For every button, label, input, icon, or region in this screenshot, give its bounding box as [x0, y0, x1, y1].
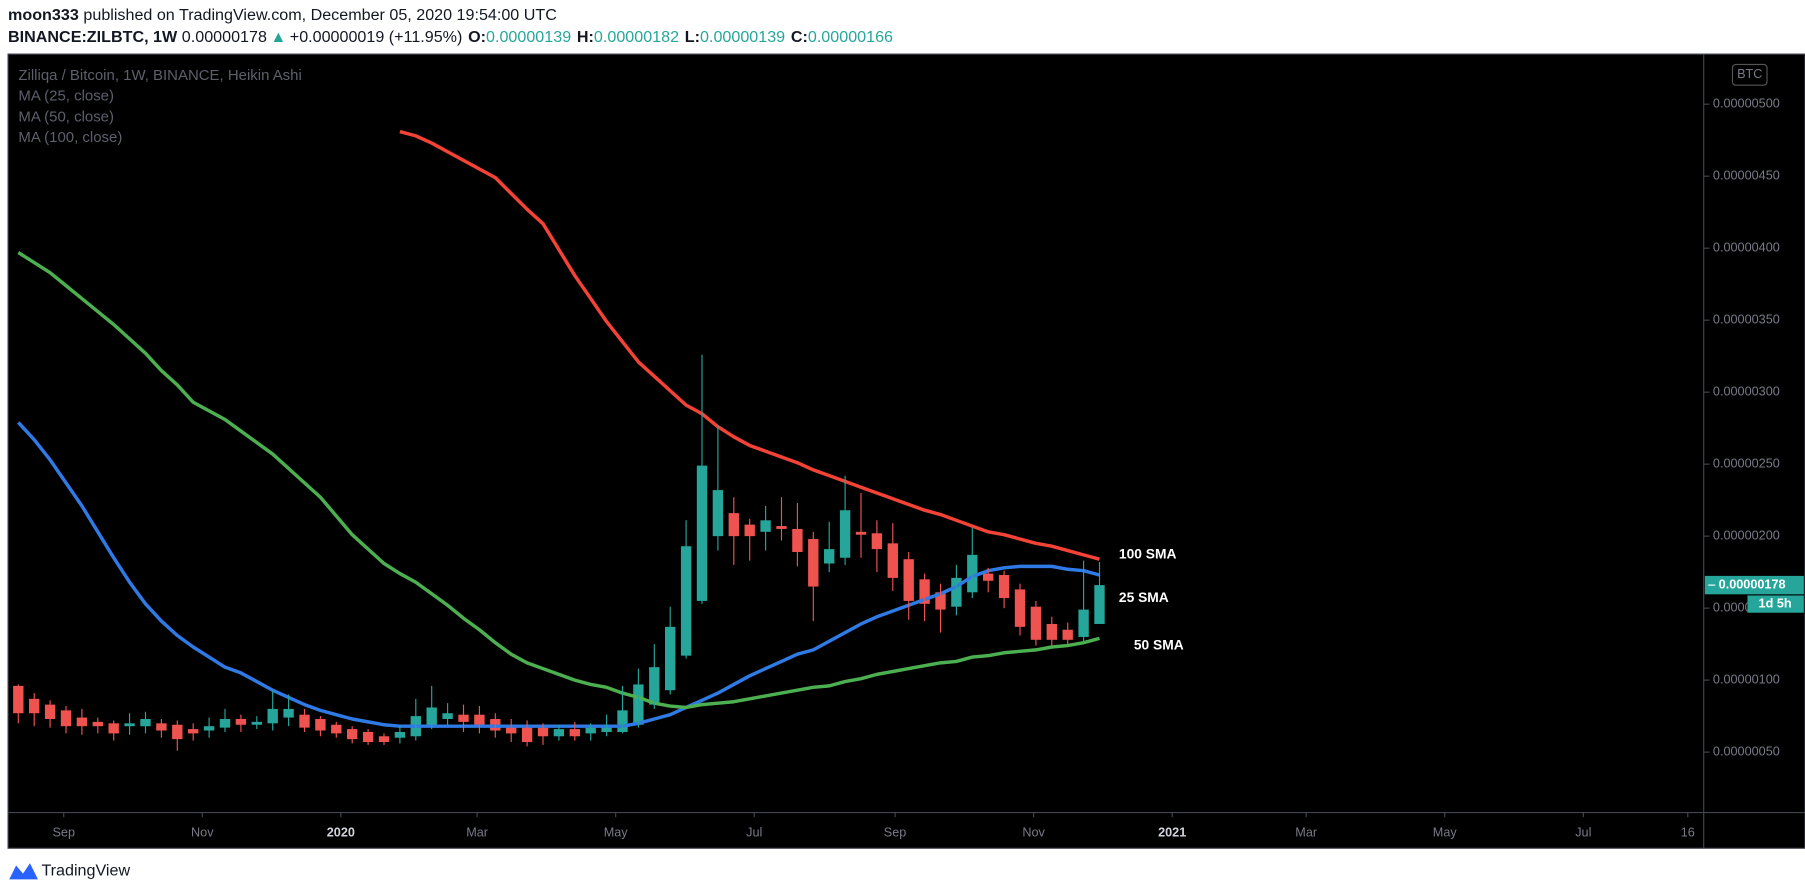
logo-icon — [9, 863, 38, 880]
ohlc-key: O: — [468, 28, 486, 46]
x-tick-label: Nov — [1022, 826, 1045, 840]
annotation: 50 SMA — [1134, 636, 1184, 652]
y-tick-label: 0.00000450 — [1713, 169, 1780, 183]
y-tick-label: 0.00000050 — [1713, 744, 1780, 758]
x-tick-label: May — [604, 826, 629, 840]
ohlc-value: 0.00000139 — [700, 28, 785, 46]
ohlc-value: 0.00000139 — [486, 28, 571, 46]
x-tick-label: Jul — [1575, 826, 1591, 840]
annotation: 25 SMA — [1119, 589, 1169, 605]
y-tick-label: 0.00000200 — [1713, 528, 1780, 542]
x-tick-label: May — [1433, 826, 1458, 840]
ohlc-key: H: — [577, 28, 594, 46]
last-price-label: 0.00000178 — [1719, 577, 1786, 591]
footer: TradingView — [41, 862, 130, 880]
ohlc-key: L: — [685, 28, 700, 46]
countdown-badge — [1747, 595, 1804, 613]
x-tick-label: Sep — [52, 826, 75, 840]
ma-line — [17, 251, 1100, 710]
header-byline: moon333 published on TradingView.com, Dec… — [8, 6, 557, 24]
countdown: 1d 5h — [1759, 596, 1792, 610]
user: moon333 — [8, 6, 79, 24]
y-tick-label: 0.00000400 — [1713, 241, 1780, 255]
currency: BTC — [1737, 67, 1762, 81]
ma-line — [399, 129, 1100, 561]
ohlc-key: C: — [791, 28, 808, 46]
chart-title: Zilliqa / Bitcoin, 1W, BINANCE, Heikin A… — [18, 67, 301, 84]
legend-entry: MA (100, close) — [18, 129, 122, 146]
ohlc-value: 0.00000182 — [594, 28, 679, 46]
header-quote: BINANCE:ZILBTC, 1W 0.00000178 ▲ +0.00000019… — [8, 28, 893, 46]
tradingview-logo — [9, 863, 38, 880]
y-tick-label: 0.00000250 — [1713, 456, 1780, 470]
x-tick-label: Sep — [884, 826, 907, 840]
x-tick-label: Nov — [191, 826, 214, 840]
x-tick-label: 16 — [1681, 826, 1695, 840]
currency-badge — [1731, 63, 1768, 86]
last: 0.00000178 — [182, 28, 267, 46]
x-tick-label: 2020 — [327, 826, 355, 840]
x-tick-label: Mar — [466, 826, 488, 840]
x-tick-label: Mar — [1295, 826, 1317, 840]
byline: published on TradingView.com, December 0… — [83, 6, 557, 24]
y-tick-label: 0.00000300 — [1713, 385, 1780, 399]
x-tick-label: 2021 — [1158, 826, 1186, 840]
ohlc-value: 0.00000166 — [808, 28, 893, 46]
symbol: BINANCE:ZILBTC, 1W — [8, 28, 178, 46]
change: +0.00000019 (+11.95%) — [290, 28, 463, 46]
chart-panel — [7, 53, 1805, 849]
arrow: ▲ — [270, 28, 286, 46]
legend-entry: MA (50, close) — [18, 108, 114, 125]
y-tick-label: 0.00000500 — [1713, 97, 1780, 111]
x-tick-label: Jul — [746, 826, 762, 840]
legend-entry: MA (25, close) — [18, 88, 114, 105]
annotation: 100 SMA — [1119, 545, 1177, 561]
last-price-badge — [1704, 575, 1804, 595]
y-tick-label: 0.00000350 — [1713, 313, 1780, 327]
y-tick-label: 0.00000100 — [1713, 672, 1780, 686]
